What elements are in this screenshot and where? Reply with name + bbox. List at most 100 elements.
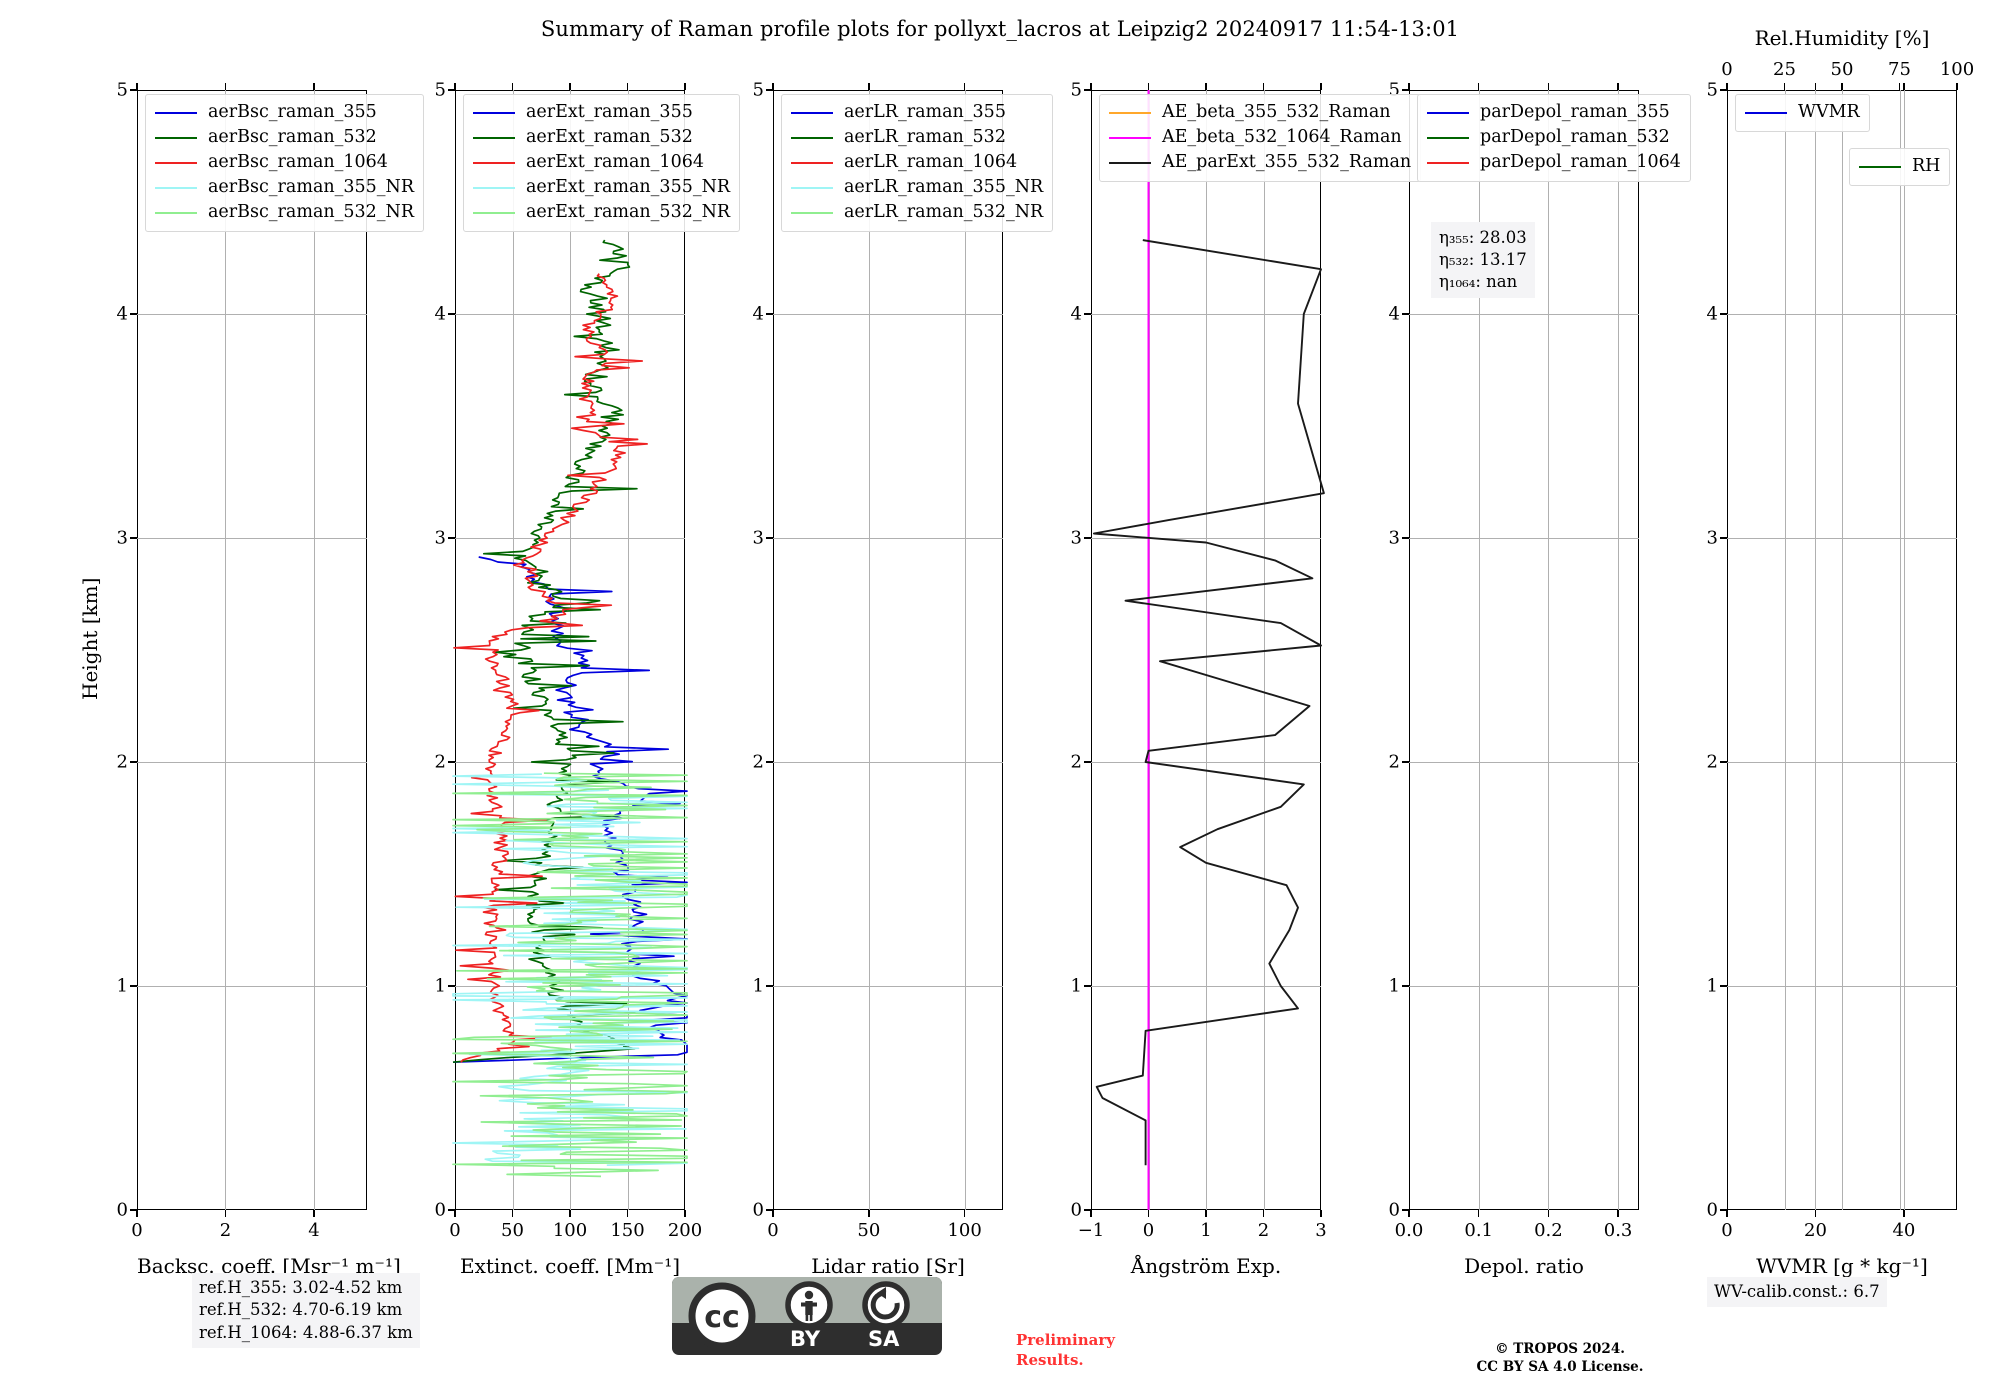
legend-item[interactable]: aerBsc_raman_355_NR [155,175,414,200]
legend-lidar-ratio[interactable]: aerLR_raman_355 aerLR_raman_532 aerLR_rama… [781,94,1054,232]
y-axis-tick [1084,761,1091,763]
legend-label: RH [1912,155,1941,176]
legend-color-swatch [155,161,197,164]
legend-backscatter[interactable]: aerBsc_raman_355 aerBsc_raman_532 aerBsc_r… [145,94,425,232]
legend-item[interactable]: AE_beta_355_532_Raman [1109,100,1411,125]
legend-item[interactable]: aerBsc_raman_532 [155,125,414,150]
legend-wvmr[interactable]: RH [1849,148,1951,186]
legend-item[interactable]: aerBsc_raman_532_NR [155,200,414,225]
y-axis-tick [766,89,773,91]
legend-item[interactable]: aerBsc_raman_355 [155,100,414,125]
legend-label: aerBsc_raman_355 [208,101,377,122]
legend-item[interactable]: aerExt_raman_1064 [473,150,730,175]
legend-item[interactable]: aerBsc_raman_1064 [155,150,414,175]
legend-item[interactable]: aerLR_raman_1064 [791,150,1043,175]
legend-color-swatch [791,186,833,189]
x-axis-tick [224,1210,227,1217]
x-axis-tick-label: 2 [1257,1220,1270,1241]
x-axis-tick [313,1210,315,1217]
panel-backscatter: 0 1 2 3 4 5 0 2 4 Backsc. coeff. [Msr⁻¹ m⁻¹] aerBs… [117,80,425,1278]
page-title: Summary of Raman profile plots for polly… [540,17,1460,41]
y-axis-tick-label: 5 [1070,79,1082,101]
top-x-axis-tick [1956,83,1958,90]
y-axis-tick-label: 2 [1706,751,1718,773]
svg-text:cc: cc [704,1300,740,1335]
y-axis-tick-label: 5 [752,79,764,101]
y-axis-tick-label: 0 [434,1199,446,1221]
y-axis-tick-label: 5 [1706,79,1718,101]
cc-badge-icons: cc [688,1281,910,1350]
legend-color-swatch [473,161,515,164]
top-x-axis-tick [1841,83,1843,90]
x-axis-tick-label: 50 [857,1220,881,1241]
x-axis-tick-label: 2 [219,1220,232,1241]
legend-item[interactable]: parDepol_raman_532 [1427,125,1681,150]
y-axis-tick [1084,89,1091,91]
y-axis-tick [1084,985,1091,987]
legend-item[interactable]: aerExt_raman_355_NR [473,175,730,200]
legend-item[interactable]: aerLR_raman_355_NR [791,175,1043,200]
legend-extinction[interactable]: aerExt_raman_355 aerExt_raman_532 aerExt_r… [463,94,741,232]
legend-color-swatch [473,111,515,114]
x-axis-tick [684,1210,686,1217]
gridline-horizontal [137,314,367,315]
legend-item[interactable]: parDepol_raman_355 [1427,100,1681,125]
x-axis-tick [1262,1210,1265,1217]
legend-color-swatch [155,211,197,214]
ref-height-1064: ref.H_1064: 4.88-6.37 km [199,1322,413,1342]
eta-value-line1: η₃₅₅: 28.03 [1439,228,1527,247]
legend-item[interactable]: AE_beta_532_1064_Raman [1109,125,1411,150]
wv-calib-note: WV-calib.const.: 6.7 [1707,1277,1887,1308]
gridline-vertical [225,90,227,1210]
legend-item[interactable]: aerExt_raman_532_NR [473,200,730,225]
legend-item[interactable]: WVMR [1745,100,1860,125]
y-axis-tick [448,89,455,91]
legend-item[interactable]: aerLR_raman_532_NR [791,200,1043,225]
tropos-line1: © TROPOS 2024. [1495,1341,1625,1357]
x-axis-tick-label: 0.0 [1394,1220,1424,1241]
legend-item[interactable]: aerExt_raman_532 [473,125,730,150]
legend-item[interactable]: aerLR_raman_532 [791,125,1043,150]
x-axis-tick [1090,1210,1092,1217]
x-axis-tick-label: 0.3 [1603,1220,1633,1241]
x-axis-tick [1408,1210,1410,1217]
tropos-line2: CC BY SA 4.0 License. [1476,1359,1644,1376]
y-axis-tick-label: 0 [752,1199,764,1221]
y-axis-tick [130,985,137,987]
gridline-vertical [868,90,870,1210]
y-axis-tick-label: 4 [1388,303,1400,325]
y-axis-tick [130,1209,137,1211]
legend-item[interactable]: aerLR_raman_355 [791,100,1043,125]
legend-depol-ratio[interactable]: parDepol_raman_355 parDepol_raman_532 parD… [1417,94,1691,182]
legend-label: parDepol_raman_1064 [1480,151,1681,172]
legend-item[interactable]: parDepol_raman_1064 [1427,150,1681,175]
y-axis-tick [1084,537,1091,539]
plot-area-lidar-ratio [773,90,1003,1210]
legend-item[interactable]: AE_parExt_355_532_Raman [1109,150,1411,175]
eta-value-line3: η₁₀₆₄: nan [1439,271,1518,291]
legend-angstrom[interactable]: AE_beta_355_532_Raman AE_beta_532_1064_Ra… [1099,94,1422,182]
legend-label: WVMR [1798,101,1860,122]
curve-aerExt-1064 [453,273,648,1063]
legend-color-swatch [1859,165,1901,168]
legend-item[interactable]: aerExt_raman_355 [473,100,730,125]
x-axis-tick-label: 0 [131,1220,143,1241]
y-axis-tick-label: 5 [116,79,128,101]
x-axis-tick [963,1210,966,1217]
legend-wvmr[interactable]: WVMR [1735,94,1870,132]
panel-extinction: 0 1 2 3 4 5 0 50 100 150 200 Extinct. coeff. [Mm⁻¹]… [435,80,741,1278]
x-axis-tick-label: 0.2 [1534,1220,1563,1241]
x-axis-tick-top [963,83,966,90]
x-axis-tick-label: 100 [947,1220,982,1241]
legend-item[interactable]: RH [1859,154,1940,179]
x-axis-tick [1547,1210,1550,1217]
top-x-axis-tick [1898,83,1901,90]
y-axis-tick [1720,761,1727,763]
y-axis-title: Height [km] [78,577,102,700]
y-axis-tick-label: 1 [1070,975,1082,997]
legend-color-swatch [155,186,197,189]
gridline-horizontal [773,762,1003,763]
y-axis-tick-label: 0 [1070,1199,1082,1221]
legend-color-swatch [155,111,197,114]
